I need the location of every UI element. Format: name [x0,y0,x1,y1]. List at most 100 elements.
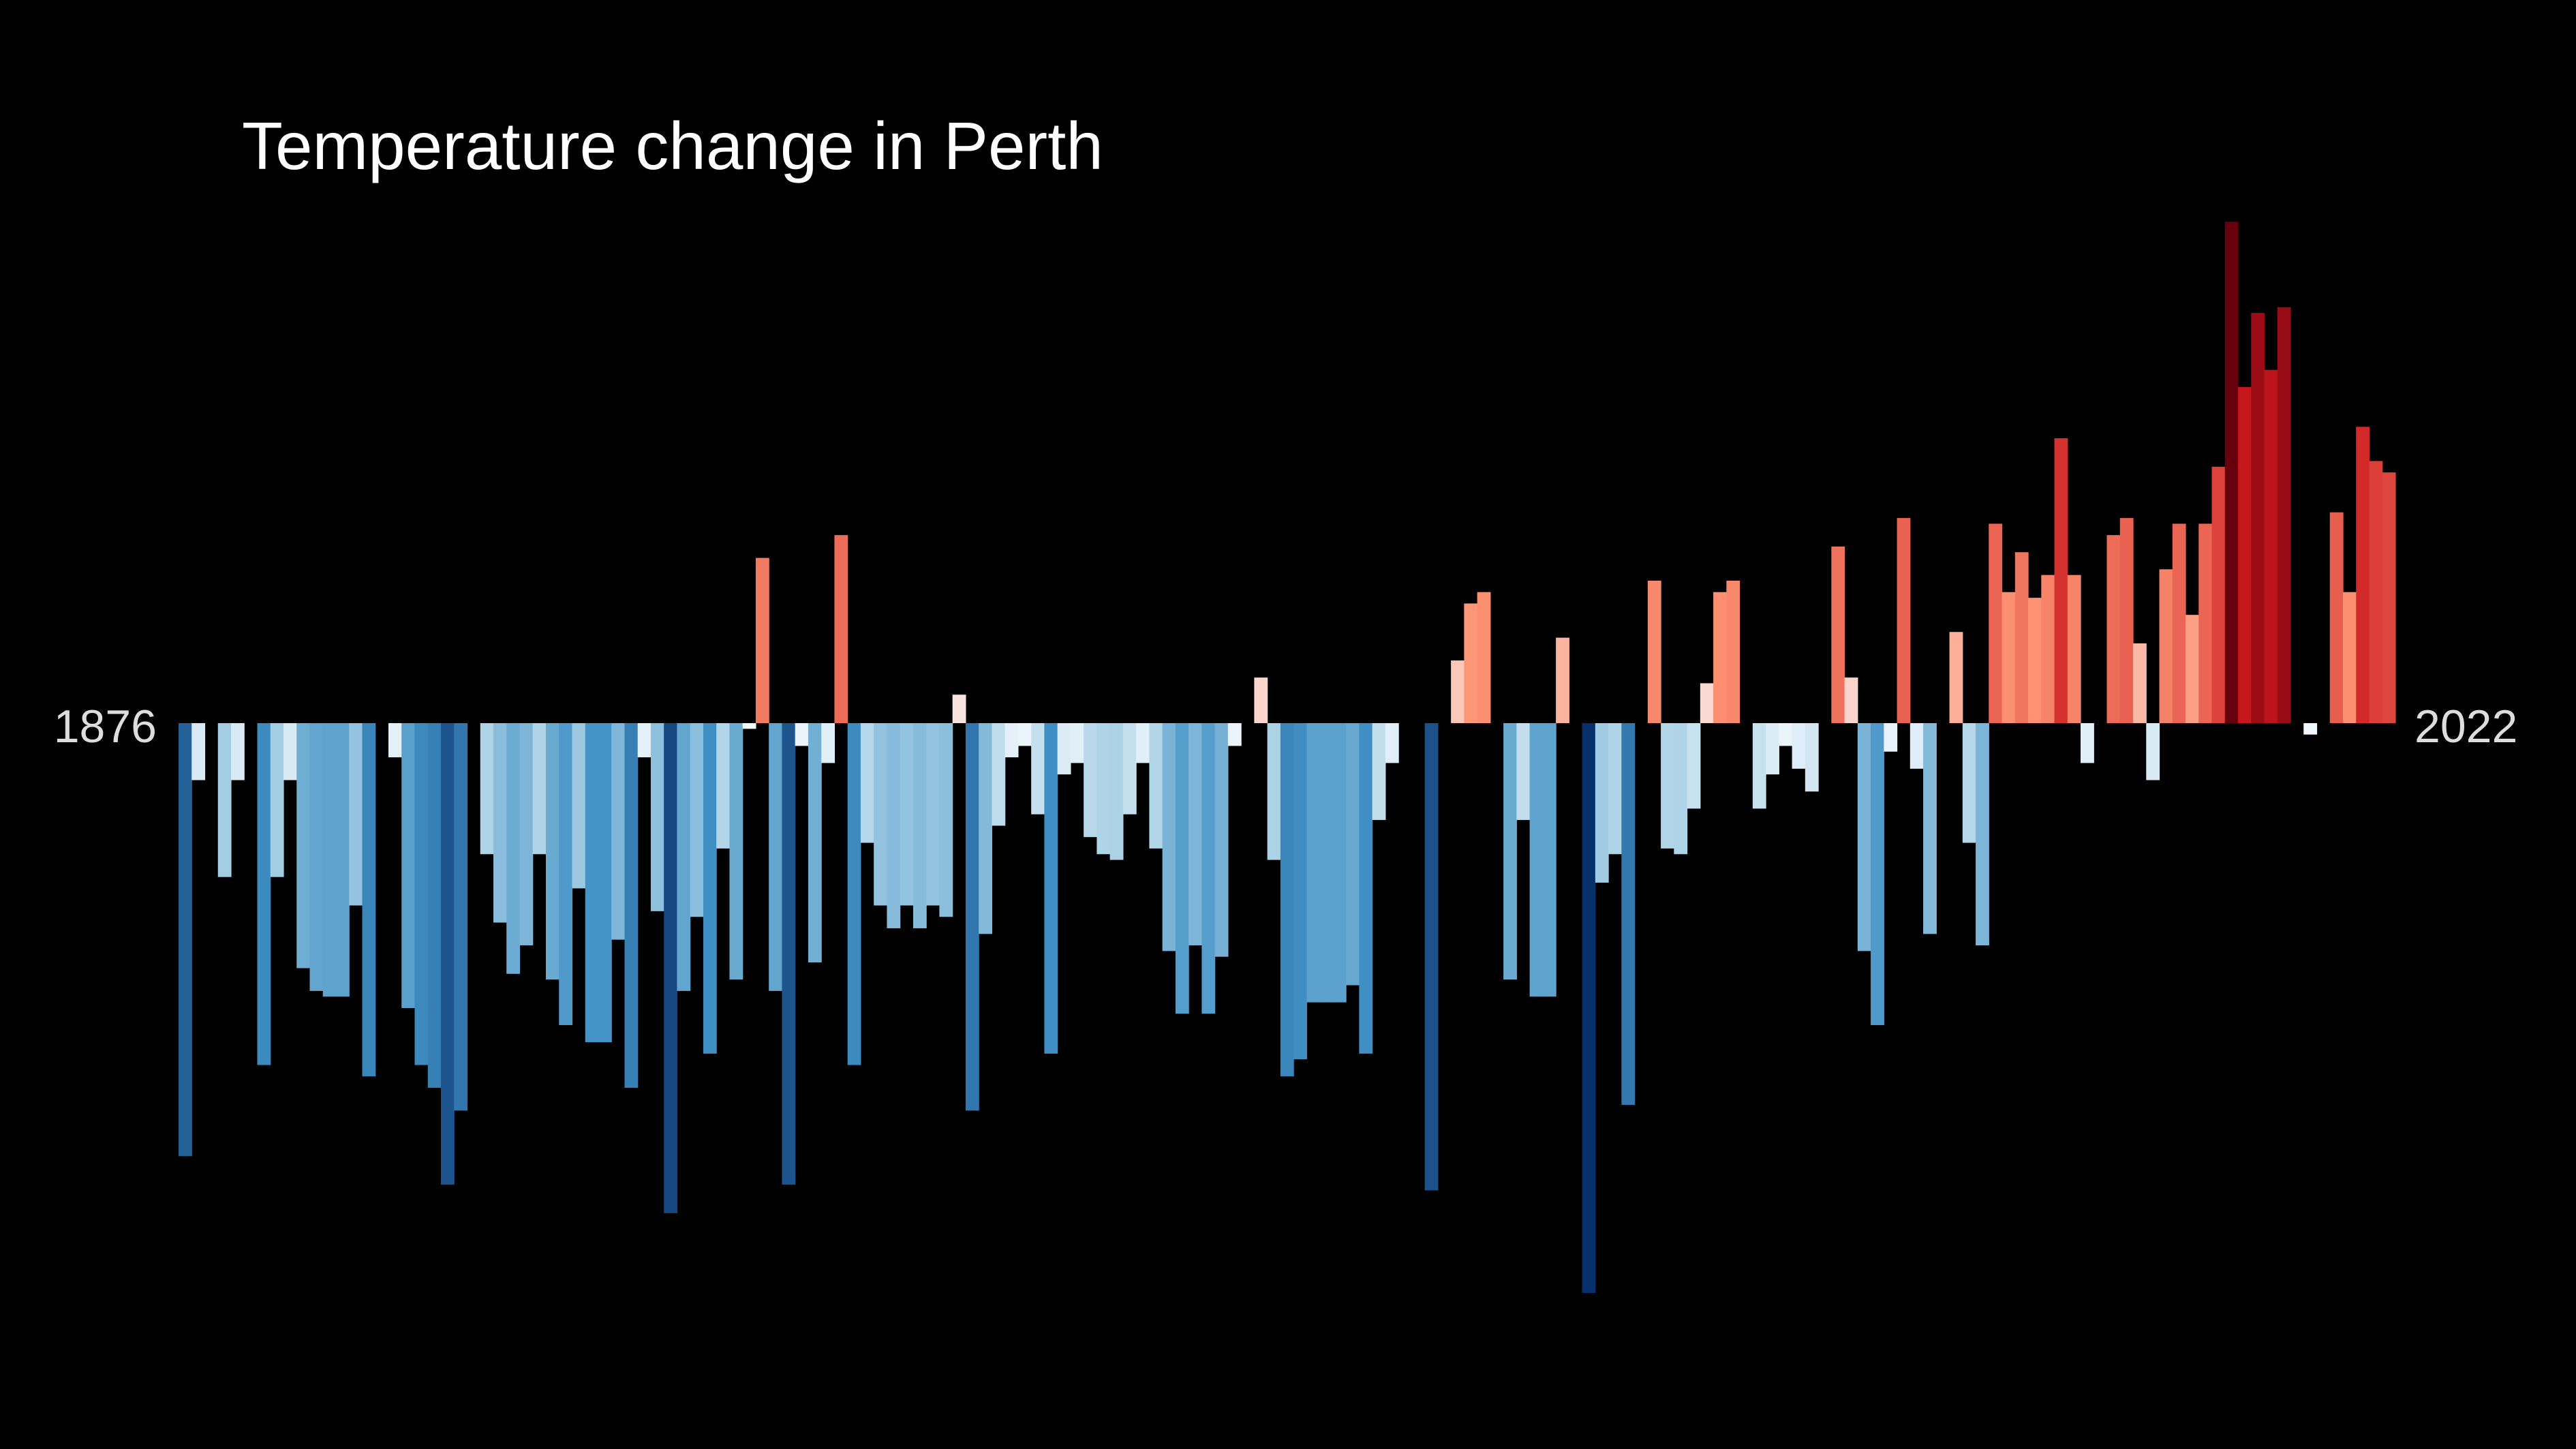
bar-1945 [1084,723,1097,838]
bar-2035 [2264,369,2278,723]
bar-1991 [1687,723,1701,809]
bar-1917 [716,723,731,849]
bar-1895 [427,723,442,1088]
bar-1924 [808,723,822,963]
bar-2038 [2303,723,2318,735]
bar-1985 [1608,723,1622,855]
bar-1971 [1424,723,1439,1191]
bar-1887 [322,723,337,997]
bar-1946 [1097,723,1111,855]
bar-2023 [2106,535,2121,723]
bar-1938 [992,723,1006,826]
bar-2014 [1989,523,2003,723]
bar-1913 [664,723,678,1213]
bar-1944 [1070,723,1084,763]
bar-2044 [2382,472,2396,723]
bar-1961 [1293,723,1307,1060]
bar-1993 [1713,592,1727,723]
bar-1990 [1674,723,1688,855]
end-year-label: 2022 [2414,701,2517,752]
bar-1997 [1766,723,1779,775]
bar-2016 [2014,552,2029,723]
bar-2006 [1884,723,1898,752]
bar-1900 [493,723,507,923]
bar-1955 [1214,723,1229,957]
bar-1999 [1792,723,1806,769]
bar-1937 [979,723,993,934]
bar-1989 [1661,723,1674,849]
bar-2043 [2369,461,2383,723]
bar-1974 [1464,603,1478,723]
bar-1966 [1359,723,1373,1054]
bar-1880 [230,723,245,780]
bar-2030 [2198,523,2213,723]
bar-1998 [1779,723,1793,746]
bar-1943 [1057,723,1071,775]
bar-1984 [1595,723,1609,883]
bar-2004 [1857,723,1871,951]
bar-1973 [1451,660,1465,723]
bar-2007 [1897,518,1911,723]
bar-1877 [191,723,206,780]
bar-1908 [598,723,612,1043]
bar-1920 [755,558,769,723]
bar-1996 [1752,723,1766,809]
bar-2029 [2186,615,2199,723]
bar-1921 [769,723,783,991]
bar-1876 [179,723,192,1157]
bar-2034 [2251,313,2265,724]
bar-1954 [1201,723,1216,1014]
bar-1925 [821,723,835,763]
bar-1899 [480,723,494,855]
bar-1979 [1529,723,1544,997]
bar-2042 [2356,427,2370,723]
bar-1928 [860,723,874,843]
bar-1952 [1175,723,1189,1014]
bar-2018 [2041,575,2055,723]
bar-1911 [637,723,651,758]
bar-1994 [1726,581,1741,723]
bar-1912 [650,723,664,911]
bar-1949 [1136,723,1150,763]
bar-1951 [1162,723,1176,951]
bar-1904 [545,723,559,980]
bar-2040 [2329,512,2344,723]
bar-2003 [1844,677,1858,723]
bar-1933 [926,723,940,906]
bar-1910 [624,723,639,1088]
bar-1953 [1189,723,1202,946]
bar-1936 [965,723,979,1111]
bar-1897 [454,723,468,1111]
bar-1906 [572,723,586,889]
bar-1930 [887,723,901,928]
bar-1914 [677,723,691,991]
bar-1907 [585,723,599,1043]
bar-2028 [2172,523,2186,723]
bar-2019 [2054,438,2068,723]
bar-1901 [506,723,521,974]
bar-1916 [703,723,717,1054]
bar-1905 [559,723,573,1026]
bar-1977 [1503,723,1517,980]
bar-1939 [1005,723,1019,758]
bar-2036 [2277,307,2291,724]
bar-2005 [1871,723,1884,1026]
bar-1885 [296,723,311,968]
bar-1986 [1621,723,1636,1105]
bar-1975 [1477,592,1491,723]
bar-1902 [519,723,534,946]
bar-1935 [952,695,966,723]
bar-1992 [1700,683,1714,723]
bar-2009 [1923,723,1937,934]
bar-2015 [2002,592,2016,723]
bar-1940 [1017,723,1032,746]
bar-2012 [1962,723,1976,843]
bar-1941 [1031,723,1045,814]
bar-1929 [874,723,888,906]
bar-1886 [309,723,324,991]
chart-title: Temperature change in Perth [242,108,1103,183]
bar-2031 [2211,466,2226,723]
bar-2002 [1831,546,1845,723]
bar-1960 [1280,723,1294,1077]
bar-1926 [834,535,848,723]
